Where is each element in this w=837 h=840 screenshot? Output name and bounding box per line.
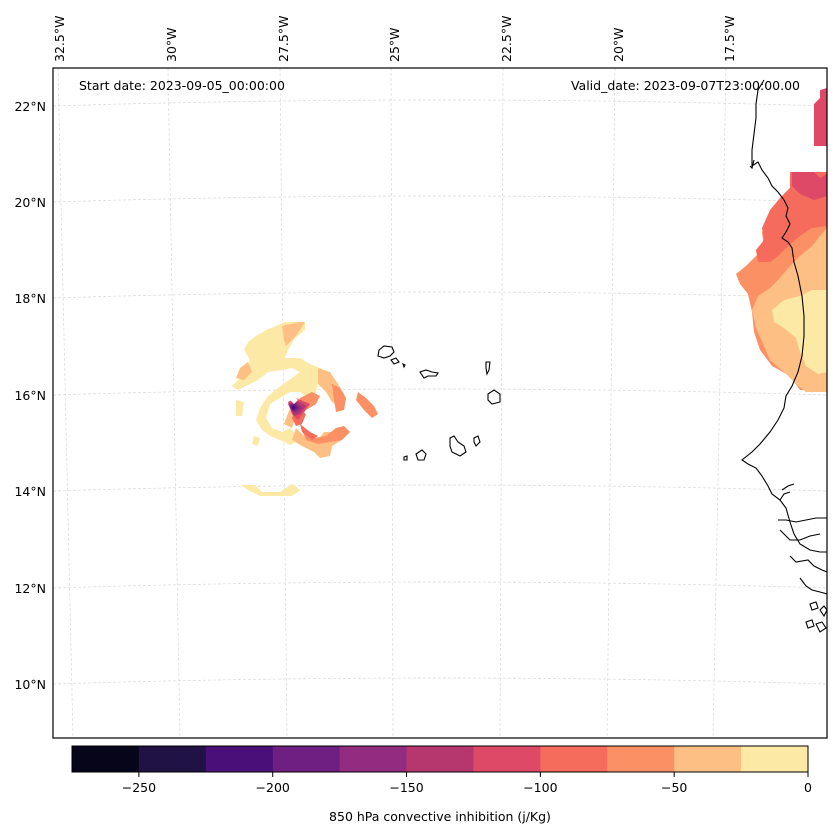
contour-band-75-to-100	[300, 424, 318, 440]
colorbar-swatch	[406, 746, 474, 772]
latitude-tick-label: 14°N	[14, 484, 46, 499]
parallel-gridline	[53, 99, 827, 107]
latitude-tick-labels: 22°N 20°N 18°N 16°N 14°N 12°N 10°N	[14, 99, 46, 692]
colorbar-swatch	[205, 746, 274, 772]
contour-band-0-to-25	[236, 400, 244, 416]
colorbar-tick-label: −150	[389, 780, 423, 795]
contour-band-0-to-25	[241, 484, 300, 496]
map-background	[53, 68, 827, 738]
contour-band-50-to-75	[332, 384, 346, 412]
colorbar-swatch	[674, 746, 742, 772]
island-sao-vicente	[390, 357, 400, 365]
latitude-tick-label: 12°N	[14, 581, 46, 596]
coastlines	[377, 79, 827, 633]
meridian-gridline	[712, 68, 727, 738]
contour-band-50-to-75	[302, 426, 350, 444]
contour-gap	[290, 396, 298, 404]
longitude-tick-label: 25°W	[387, 27, 402, 62]
longitude-tick-label: 32.5°W	[52, 16, 67, 62]
island-santa-luzia	[402, 362, 406, 369]
island-santo-antao	[377, 345, 395, 359]
contour-band-25-to-50	[236, 362, 252, 380]
colorbar-tick-label: −200	[256, 780, 290, 795]
island-sao-nicolau	[419, 369, 439, 379]
coastline-bijagos-islands	[805, 601, 827, 633]
meridian-gridline	[167, 68, 181, 738]
coastline-gambia	[779, 483, 795, 501]
colorbar-tick-label: 0	[804, 780, 812, 795]
parallel-gridline	[53, 484, 827, 492]
contour-band-0-to-25	[772, 290, 827, 374]
colorbar-label: 850 hPa convective inhibition (j/Kg)	[329, 809, 551, 824]
latitude-tick-label: 10°N	[14, 677, 46, 692]
colorbar-swatch	[138, 746, 207, 772]
parallel-gridline	[53, 677, 827, 685]
island-sal	[485, 361, 491, 376]
parallel-gridline	[53, 581, 827, 589]
meridian-gridline	[499, 68, 504, 738]
parallel-gridline	[53, 291, 827, 299]
contour-band-0-to-25	[252, 436, 260, 446]
colorbar-swatch	[272, 746, 341, 772]
colorbar-swatch	[473, 746, 541, 772]
contour-band-100-to-125	[814, 88, 827, 146]
latitude-tick-label: 20°N	[14, 195, 46, 210]
contour-band-100-to-125	[792, 172, 827, 200]
longitude-tick-label: 17.5°W	[722, 16, 737, 62]
longitude-tick-label: 27.5°W	[276, 16, 291, 62]
contour-band-0-to-25	[232, 322, 330, 445]
colorbar-ticks: −250 −200 −150 −100 −50 0	[122, 772, 812, 795]
latitude-tick-label: 22°N	[14, 99, 46, 114]
contour-band-200-to-225	[291, 405, 296, 410]
colorbar-tick-label: −250	[122, 780, 156, 795]
latitude-tick-label: 18°N	[14, 291, 46, 306]
coastline-guinea-bissau	[778, 517, 827, 595]
colorbar-swatch	[540, 746, 608, 772]
colorbar: −250 −200 −150 −100 −50 0 850 hPa convective …	[71, 745, 812, 824]
meridian-gridline	[279, 68, 288, 738]
colorbar-tick-label: −100	[523, 780, 557, 795]
island-santiago	[449, 435, 467, 457]
contour-band-25-to-50	[282, 322, 305, 346]
meridian-gridline	[390, 68, 394, 738]
island-boa-vista	[487, 389, 501, 405]
storm-system	[232, 322, 378, 496]
gridlines	[53, 68, 827, 738]
meridian-gridline	[57, 68, 74, 738]
island-brava	[403, 455, 408, 461]
colorbar-swatch	[607, 746, 675, 772]
colorbar-swatches	[72, 746, 809, 772]
meridian-gridline	[606, 68, 616, 738]
longitude-tick-label: 30°W	[164, 27, 179, 62]
valid-date-label: Valid_date: 2023-09-07T23:00:00.00	[571, 78, 800, 93]
parallel-gridline	[53, 195, 827, 203]
start-date-label: Start date: 2023-09-05_00:00:00	[79, 78, 285, 93]
island-western-sahara-coast	[749, 159, 755, 170]
colorbar-swatch	[72, 746, 140, 772]
map-frame	[52, 67, 828, 739]
longitude-tick-labels: 32.5°W 30°W 27.5°W 25°W 22.5°W 20°W 17.5°W	[52, 16, 737, 62]
colorbar-tick-label: −50	[661, 780, 687, 795]
longitude-tick-label: 20°W	[611, 27, 626, 62]
longitude-tick-label: 22.5°W	[499, 16, 514, 62]
colorbar-swatch	[741, 746, 809, 772]
coastline-west-africa	[741, 79, 827, 553]
island-fogo	[415, 449, 427, 461]
latitude-tick-label: 16°N	[14, 388, 46, 403]
island-maio	[473, 435, 481, 447]
colorbar-swatch	[339, 746, 408, 772]
contour-band-50-to-75	[356, 392, 378, 418]
parallel-gridline	[53, 388, 827, 396]
colorbar-frame	[71, 745, 809, 773]
